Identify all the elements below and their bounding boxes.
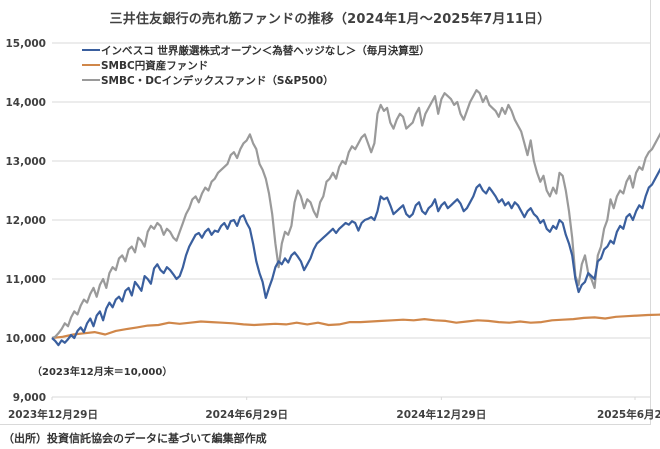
y-tick-label: 12,000 [5,215,46,227]
x-axis-ticks: 2023年12月29日 2024年6月29日 2024年12月29日 2025年6月2… [8,397,660,421]
source-note: （出所）投資信託協会のデータに基づいて編集部作成 [3,432,267,445]
legend-label: インベスコ 世界厳選株式オープン＜為替ヘッジなし＞（毎月決算型） [101,44,430,57]
y-tick-label: 9,000 [13,392,46,404]
series-line-1 [51,313,660,340]
legend-label: SMBC円資産ファンド [101,59,208,72]
legend: インベスコ 世界厳選株式オープン＜為替ヘッジなし＞（毎月決算型） SMBC円資産フ… [82,44,430,87]
chart-frame [0,0,651,425]
series-line-0 [51,167,660,347]
base-note: （2023年12月末＝10,000） [32,367,173,378]
x-tick-label: 2025年6月29日 [597,408,660,421]
series-line-2 [51,89,660,340]
y-tick-label: 14,000 [5,97,46,109]
series-lines [51,89,660,347]
y-tick-label: 13,000 [5,156,46,168]
y-tick-label: 15,000 [5,38,46,50]
y-tick-label: 10,000 [5,333,46,345]
y-tick-label: 11,000 [5,274,46,286]
x-tick-label: 2024年6月29日 [205,408,288,421]
legend-label: SMBC・DCインデックスファンド（S&P500） [101,74,334,87]
x-tick-label: 2024年12月29日 [396,408,486,421]
chart-title: 三井住友銀行の売れ筋ファンドの推移（2024年1月～2025年7月11日） [109,12,551,27]
x-tick-label: 2023年12月29日 [8,408,98,421]
y-axis-ticks: 9,000 10,000 11,000 12,000 13,000 14,000 15,00… [5,38,46,404]
